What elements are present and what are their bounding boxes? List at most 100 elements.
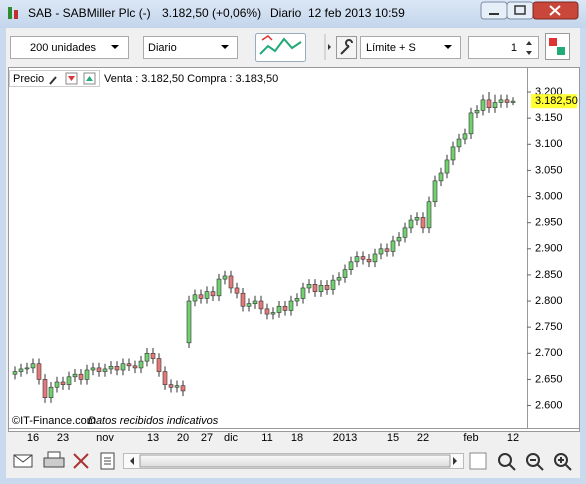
candle-body <box>402 227 408 238</box>
x-tick-label: 16 <box>27 432 39 444</box>
candle-body <box>450 146 456 161</box>
wrench-button[interactable] <box>336 36 357 59</box>
candle-body <box>114 366 120 371</box>
candle-body <box>498 99 504 103</box>
maximize-button[interactable] <box>506 1 534 20</box>
candle-body <box>282 305 288 311</box>
candle-body <box>504 99 510 103</box>
data-note: Datos recibidos indicativos <box>88 415 219 427</box>
candle-body <box>270 312 276 315</box>
candle-body <box>492 102 498 109</box>
candle-body <box>150 352 156 359</box>
mail-button[interactable] <box>13 454 33 468</box>
candle-body <box>444 159 450 174</box>
y-tick-label: 2.750 <box>535 321 563 333</box>
candle-body <box>42 379 48 398</box>
candle-body <box>60 381 66 385</box>
y-tick-label: 2.850 <box>535 269 563 281</box>
candle-body <box>216 278 222 297</box>
candle-body <box>234 287 240 294</box>
candle-body <box>102 368 108 372</box>
app-icon <box>8 7 18 19</box>
quantity-dropdown[interactable] <box>10 36 129 59</box>
candle-body <box>192 294 198 302</box>
candle-body <box>288 300 294 311</box>
x-tick-label: 27 <box>201 432 213 444</box>
copyright: ©IT-Finance.com <box>12 415 96 427</box>
x-tick-label: 11 <box>261 432 272 444</box>
x-tick-label: 20 <box>177 432 189 444</box>
y-tick-label: 3.100 <box>535 138 563 150</box>
candle-body <box>168 384 174 388</box>
candle-body <box>90 367 96 371</box>
candle-body <box>456 138 462 148</box>
candle-body <box>366 258 372 263</box>
candle-body <box>30 363 36 369</box>
candle-body <box>210 291 216 297</box>
arrow-icon <box>328 44 331 50</box>
candle-body <box>300 287 306 299</box>
quantity-value: 200 unidades <box>30 42 97 54</box>
candle-body <box>252 300 258 304</box>
candle-body <box>240 292 246 307</box>
indicator-icons[interactable] <box>49 72 96 85</box>
candle-body <box>24 367 30 370</box>
minimize-button[interactable] <box>480 1 508 20</box>
y-tick-label: 2.950 <box>535 217 563 229</box>
candle-body <box>330 279 336 290</box>
y-tick-label: 3.000 <box>535 190 563 202</box>
candle-body <box>342 269 348 278</box>
notes-button[interactable] <box>100 452 115 470</box>
candle-body <box>228 275 234 289</box>
print-button[interactable] <box>43 451 65 468</box>
candle-body <box>120 363 126 371</box>
candle-body <box>438 172 444 182</box>
period-dropdown[interactable] <box>143 36 238 59</box>
candle-body <box>144 352 150 362</box>
order-button[interactable] <box>545 33 570 60</box>
candle-body <box>324 285 330 290</box>
candle-body <box>312 284 318 292</box>
candle-body <box>96 367 102 372</box>
window-title: SAB - SABMiller Plc (-) <box>28 6 151 20</box>
last-price-box <box>531 94 577 109</box>
x-tick-label: 22 <box>417 432 429 444</box>
x-tick-label: dic <box>224 432 239 444</box>
candle-body <box>468 112 474 135</box>
window-datetime: 12 feb 2013 10:59 <box>308 6 405 20</box>
scrollbar[interactable] <box>123 453 464 469</box>
candle-body <box>348 261 354 270</box>
spinner[interactable] <box>468 36 539 59</box>
candle-body <box>306 284 312 289</box>
candle-body <box>384 248 390 252</box>
close-button[interactable] <box>532 1 579 20</box>
y-tick-label: 3.150 <box>535 112 563 124</box>
candle-body <box>408 219 414 229</box>
candle-body <box>156 358 162 372</box>
delete-button[interactable] <box>73 453 89 469</box>
chart-style-button[interactable] <box>255 33 306 62</box>
y-tick-label: 2.650 <box>535 373 563 385</box>
candle-body <box>132 365 138 369</box>
candle-body <box>378 248 384 255</box>
chart-panel <box>8 67 580 432</box>
candle-body <box>54 381 60 388</box>
x-tick-label: 15 <box>387 432 399 444</box>
order-type-dropdown[interactable] <box>360 36 461 59</box>
order-type-value: Límite + S <box>366 42 416 54</box>
candle-body <box>162 371 168 385</box>
y-tick-label: 2.600 <box>535 399 563 411</box>
x-tick-label: 13 <box>147 432 159 444</box>
candle-body <box>360 256 366 260</box>
candle-body <box>372 253 378 263</box>
x-tick-label: 23 <box>57 432 69 444</box>
zoom-buttons[interactable] <box>469 452 572 471</box>
candle-body <box>264 308 270 315</box>
candle-body <box>510 100 516 103</box>
candle-body <box>462 133 468 140</box>
candle-body <box>276 305 282 313</box>
candle-body <box>138 360 144 369</box>
candle-body <box>246 303 252 307</box>
candle-body <box>12 371 18 375</box>
